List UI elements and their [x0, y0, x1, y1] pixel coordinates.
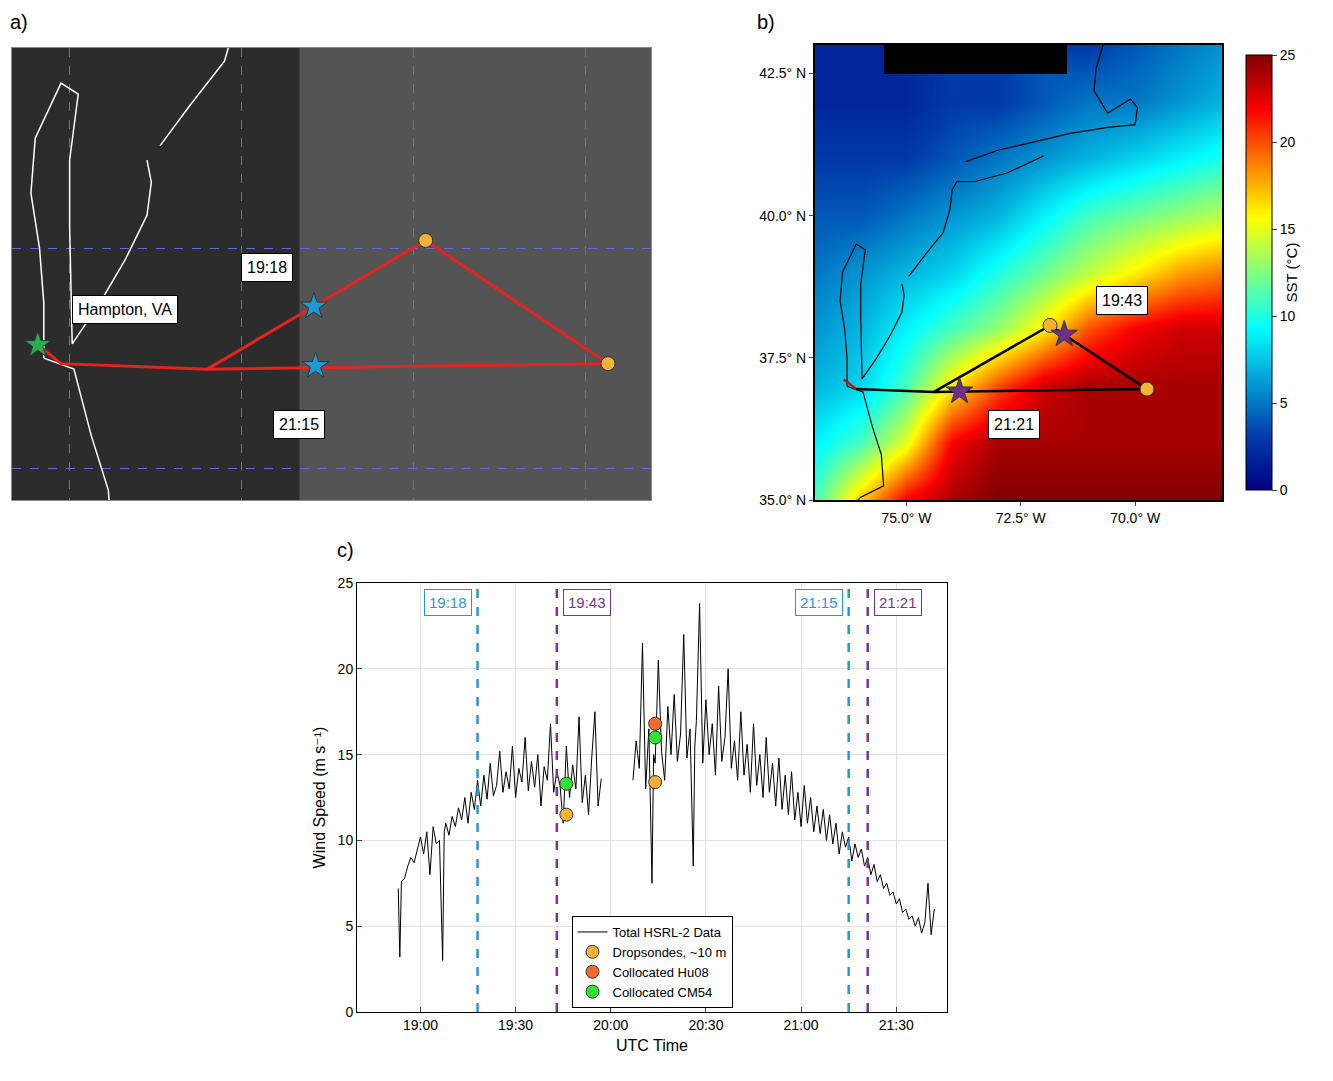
svg-text:15: 15: [338, 747, 354, 763]
svg-text:20: 20: [1280, 134, 1296, 150]
svg-text:UTC Time: UTC Time: [616, 1037, 688, 1054]
svg-text:25: 25: [338, 575, 354, 591]
svg-text:19:43: 19:43: [1102, 292, 1142, 309]
svg-text:19:00: 19:00: [403, 1017, 438, 1033]
svg-text:75.0° W: 75.0° W: [881, 510, 932, 526]
svg-text:Collocated CM54: Collocated CM54: [613, 985, 713, 1000]
svg-text:c): c): [337, 539, 354, 561]
svg-text:10: 10: [338, 832, 354, 848]
svg-text:10: 10: [1280, 308, 1296, 324]
svg-text:0: 0: [345, 1004, 353, 1020]
svg-text:b): b): [757, 11, 775, 33]
svg-text:35.0° N: 35.0° N: [759, 492, 806, 508]
svg-text:37.5° N: 37.5° N: [759, 350, 806, 366]
svg-text:20:30: 20:30: [688, 1017, 723, 1033]
svg-text:21:21: 21:21: [879, 594, 917, 611]
svg-text:70.0° W: 70.0° W: [1110, 510, 1161, 526]
svg-text:5: 5: [1280, 395, 1288, 411]
svg-text:19:30: 19:30: [498, 1017, 533, 1033]
svg-text:20: 20: [338, 661, 354, 677]
svg-text:40.0° N: 40.0° N: [759, 208, 806, 224]
svg-text:Wind Speed (m s⁻¹): Wind Speed (m s⁻¹): [311, 727, 328, 869]
svg-text:Dropsondes, ~10 m: Dropsondes, ~10 m: [613, 945, 727, 960]
svg-text:21:15: 21:15: [279, 416, 319, 433]
svg-text:5: 5: [345, 918, 353, 934]
svg-text:0: 0: [1280, 482, 1288, 498]
svg-text:21:00: 21:00: [784, 1017, 819, 1033]
svg-text:SST (°C): SST (°C): [1283, 243, 1300, 303]
svg-text:21:21: 21:21: [994, 416, 1034, 433]
svg-text:25: 25: [1280, 47, 1296, 63]
svg-text:19:43: 19:43: [568, 594, 606, 611]
svg-text:19:18: 19:18: [429, 594, 467, 611]
svg-text:42.5° N: 42.5° N: [759, 65, 806, 81]
svg-text:72.5° W: 72.5° W: [996, 510, 1047, 526]
svg-text:Collocated Hu08: Collocated Hu08: [613, 965, 709, 980]
svg-text:a): a): [10, 11, 28, 33]
svg-text:21:30: 21:30: [879, 1017, 914, 1033]
svg-text:Total HSRL-2 Data: Total HSRL-2 Data: [613, 925, 722, 940]
svg-text:Hampton, VA: Hampton, VA: [78, 301, 172, 318]
svg-text:21:15: 21:15: [800, 594, 838, 611]
svg-text:19:18: 19:18: [247, 259, 287, 276]
svg-text:15: 15: [1280, 221, 1296, 237]
svg-text:20:00: 20:00: [593, 1017, 628, 1033]
